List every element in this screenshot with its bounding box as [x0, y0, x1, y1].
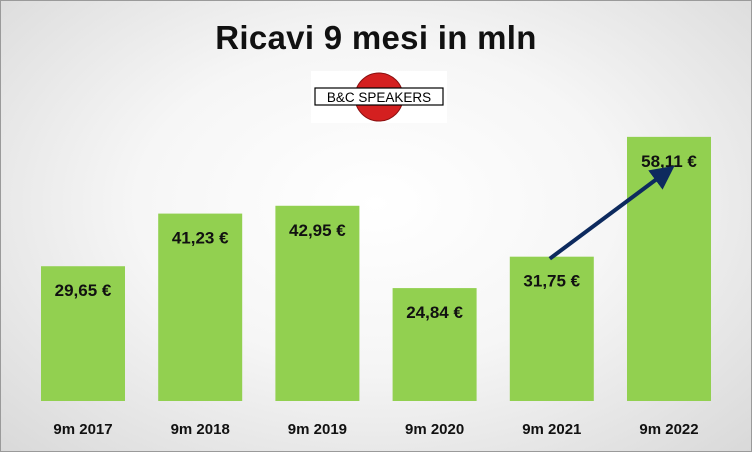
x-tick-label-9m-2017: 9m 2017: [53, 421, 112, 438]
data-label-9m-2019: 42,95 €: [289, 221, 346, 240]
growth-arrow: [548, 165, 675, 261]
bar-9m-2021: [509, 256, 594, 401]
bar-9m-2017: [41, 266, 125, 401]
x-tick-label-9m-2018: 9m 2018: [171, 421, 230, 438]
data-label-9m-2018: 41,23 €: [172, 229, 229, 248]
bar-9m-2020: [392, 288, 477, 401]
bar-9m-2019: [275, 205, 360, 401]
data-label-9m-2017: 29,65 €: [55, 281, 112, 300]
bar-9m-2018: [158, 213, 243, 401]
brand-logo-image: B&C SPEAKERS: [314, 72, 444, 122]
bar-9m-2022: [627, 136, 711, 401]
x-tick-label-9m-2022: 9m 2022: [639, 421, 698, 438]
brand-logo: B&C SPEAKERS: [311, 71, 447, 123]
x-tick-label-9m-2019: 9m 2019: [288, 421, 347, 438]
x-tick-label-9m-2021: 9m 2021: [522, 421, 581, 438]
chart-title: Ricavi 9 mesi in mln: [215, 19, 537, 56]
data-label-9m-2021: 31,75 €: [523, 272, 580, 291]
data-label-9m-2020: 24,84 €: [406, 303, 463, 322]
brand-logo-text: B&C SPEAKERS: [327, 90, 431, 105]
x-tick-label-9m-2020: 9m 2020: [405, 421, 464, 438]
data-label-9m-2022: 58,11 €: [641, 152, 697, 171]
